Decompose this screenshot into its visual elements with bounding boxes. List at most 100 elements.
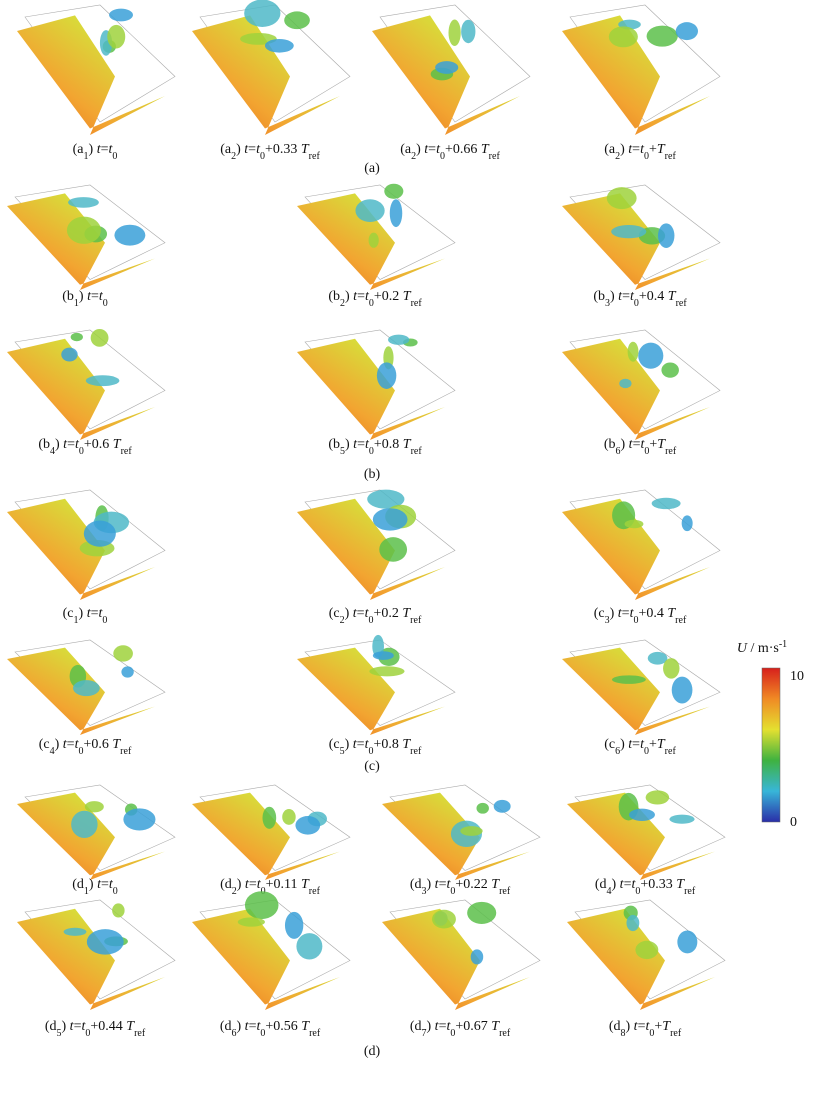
vortex-blob xyxy=(390,199,403,227)
colorbar-label: 0 xyxy=(790,815,797,830)
caption-text: = xyxy=(439,877,447,892)
group-label: (c) xyxy=(364,759,380,774)
caption: (a1) t=t0 xyxy=(73,142,118,162)
vortex-blob xyxy=(638,343,663,369)
caption-text: ) xyxy=(237,877,245,892)
caption-text: = xyxy=(357,437,365,452)
vortex-blob xyxy=(652,498,681,509)
caption-text: ) xyxy=(610,606,618,621)
caption-text: = xyxy=(633,437,641,452)
caption-text: ) xyxy=(79,606,87,621)
vortex-blob xyxy=(262,807,276,829)
vortex-blob xyxy=(282,809,295,825)
vortex-blob xyxy=(284,11,310,29)
vortex-blob xyxy=(625,520,644,528)
caption-text: = xyxy=(249,1019,257,1034)
caption-text: (d xyxy=(220,1019,232,1034)
caption-text: + xyxy=(649,437,657,452)
vortex-blob xyxy=(87,929,124,954)
subscript: ref xyxy=(665,746,677,757)
caption-text: (c xyxy=(329,737,340,752)
subscript: ref xyxy=(309,151,321,162)
caption-text: (c xyxy=(63,606,74,621)
vortex-blob xyxy=(619,379,631,388)
blade-surface xyxy=(297,499,445,600)
caption-text: = xyxy=(357,737,365,752)
vortex-blob xyxy=(71,811,97,838)
caption-text: = xyxy=(622,606,630,621)
colorbar xyxy=(762,668,780,822)
caption: (d8) t=t0+Tref xyxy=(609,1019,682,1039)
flow-image xyxy=(567,900,725,1010)
vortex-blob xyxy=(369,233,379,248)
caption-text: +0.44 xyxy=(90,1019,126,1034)
caption-text: ) xyxy=(427,877,435,892)
caption-text: +0.8 xyxy=(374,437,403,452)
blade-surface xyxy=(562,499,710,600)
caption: (c5) t=t0+0.8 Tref xyxy=(329,737,422,757)
blade-surface xyxy=(562,193,710,290)
flow-image xyxy=(7,185,165,290)
vortex-blob xyxy=(607,187,637,209)
caption-text: +0.4 xyxy=(638,606,667,621)
subscript: ref xyxy=(675,615,687,626)
colorbar-label: 10 xyxy=(790,669,804,684)
caption-text: ) xyxy=(55,737,63,752)
vortex-blob xyxy=(676,22,698,40)
caption-text: ) xyxy=(62,1019,70,1034)
vortex-blob xyxy=(377,362,396,389)
blade-surface xyxy=(17,909,165,1010)
vortex-blob xyxy=(91,329,109,347)
caption-text: ) xyxy=(345,289,353,304)
blade-surface xyxy=(192,15,340,135)
vortex-blob xyxy=(244,0,280,27)
caption-text: (c xyxy=(329,606,340,621)
vortex-blob xyxy=(635,941,658,959)
caption-text: (d xyxy=(45,1019,57,1034)
caption: (d3) t=t0+0.22 Tref xyxy=(410,877,511,897)
caption-text: / m·s xyxy=(747,641,779,656)
caption-text: = xyxy=(357,606,365,621)
flow-image xyxy=(372,5,530,135)
colorbar-title: U / m·s-1 xyxy=(737,639,787,657)
vortex-blob xyxy=(245,891,279,919)
caption-text: = xyxy=(439,1019,447,1034)
vortex-blob xyxy=(112,903,124,917)
subscript: ref xyxy=(309,886,321,897)
caption-text: = xyxy=(632,737,640,752)
vortex-blob xyxy=(677,931,697,954)
caption-text: ) xyxy=(237,1019,245,1034)
caption-text: = xyxy=(632,142,640,157)
vortex-blob xyxy=(658,223,674,248)
caption: (a2) t=t0+Tref xyxy=(604,142,676,162)
vortex-blob xyxy=(86,375,120,386)
vortex-blob xyxy=(114,225,145,246)
caption-text: ) xyxy=(620,142,628,157)
caption: (b5) t=t0+0.8 Tref xyxy=(328,437,422,457)
vortex-blob xyxy=(611,225,646,238)
caption-text: ) xyxy=(427,1019,435,1034)
caption: (c1) t=t0 xyxy=(63,606,108,626)
vortex-blob xyxy=(449,19,461,46)
subscript: ref xyxy=(684,886,696,897)
vortex-blob xyxy=(67,217,101,244)
caption-text: ) xyxy=(626,1019,634,1034)
vortex-blob xyxy=(355,199,384,222)
vortex-blob xyxy=(471,949,484,964)
caption-text: = xyxy=(357,289,365,304)
caption-text: ) xyxy=(55,437,63,452)
flow-image xyxy=(562,640,720,735)
subscript: ref xyxy=(499,1028,511,1039)
caption: (b4) t=t0+0.6 Tref xyxy=(38,437,132,457)
caption-text: +0.4 xyxy=(639,289,668,304)
flow-image xyxy=(382,900,540,1010)
vortex-blob xyxy=(432,910,456,929)
vortex-blob xyxy=(285,912,303,939)
subscript: 0 xyxy=(103,298,108,309)
superscript: -1 xyxy=(779,639,787,650)
caption-text: = xyxy=(248,142,256,157)
group-label: (a) xyxy=(364,161,380,176)
caption-text: (d xyxy=(72,877,84,892)
caption-text: = xyxy=(101,142,109,157)
flow-image xyxy=(17,900,175,1010)
